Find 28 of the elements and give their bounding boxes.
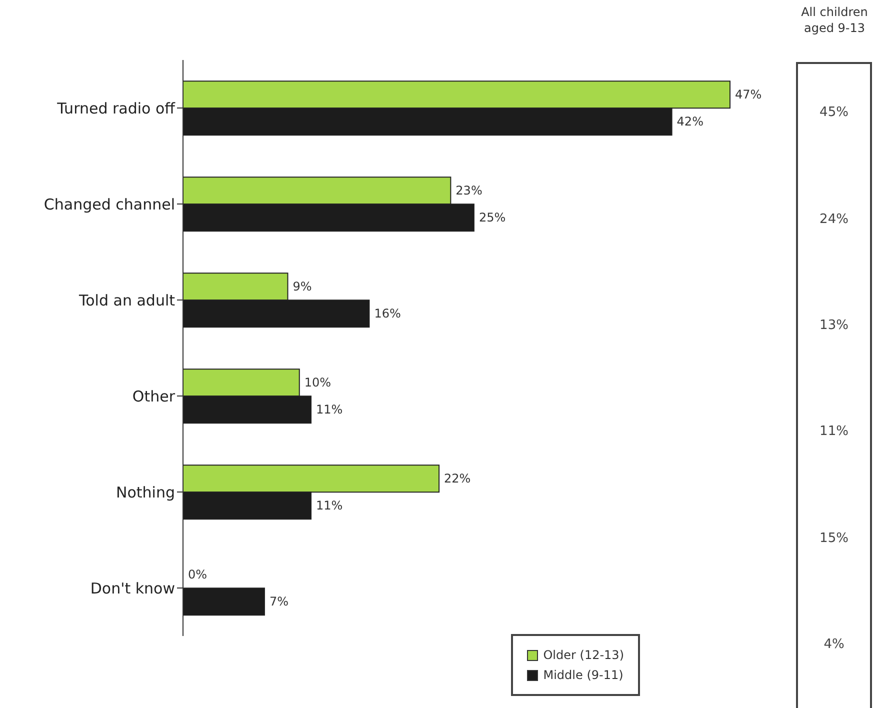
bar <box>182 588 265 616</box>
data-label: 16% <box>374 306 401 321</box>
text: 15% <box>820 530 848 546</box>
data-label: 7% <box>269 594 289 609</box>
data-label: 10% <box>304 376 332 390</box>
data-label: 25% <box>478 210 506 225</box>
y-tick-label: Other <box>132 387 176 406</box>
data-label: 9% <box>292 280 312 294</box>
text: 45% <box>820 105 848 120</box>
data-label: 11% <box>316 402 343 417</box>
data-label: 47% <box>735 88 762 102</box>
text: 24% <box>820 212 848 226</box>
y-tick-label: Changed channel <box>44 195 175 214</box>
y-tick-label: Told an adult <box>78 291 176 310</box>
data-label: 11% <box>316 498 343 513</box>
text: 11% <box>820 424 848 440</box>
legend-label: Middle (9-11) <box>542 668 624 682</box>
data-label: 0% <box>188 568 208 582</box>
text: 4% <box>824 636 844 652</box>
data-label: 42% <box>676 114 704 129</box>
data-label: 23% <box>456 184 482 198</box>
y-tick-label: Don't know <box>90 579 175 598</box>
y-tick-label: Turned radio off <box>56 99 176 118</box>
text: All children aged 9-13 <box>800 4 869 36</box>
text: 13% <box>820 318 848 333</box>
data-label: 22% <box>444 472 471 486</box>
legend-label: Older (12-13) <box>542 648 624 662</box>
y-tick-label: Nothing <box>116 483 175 502</box>
